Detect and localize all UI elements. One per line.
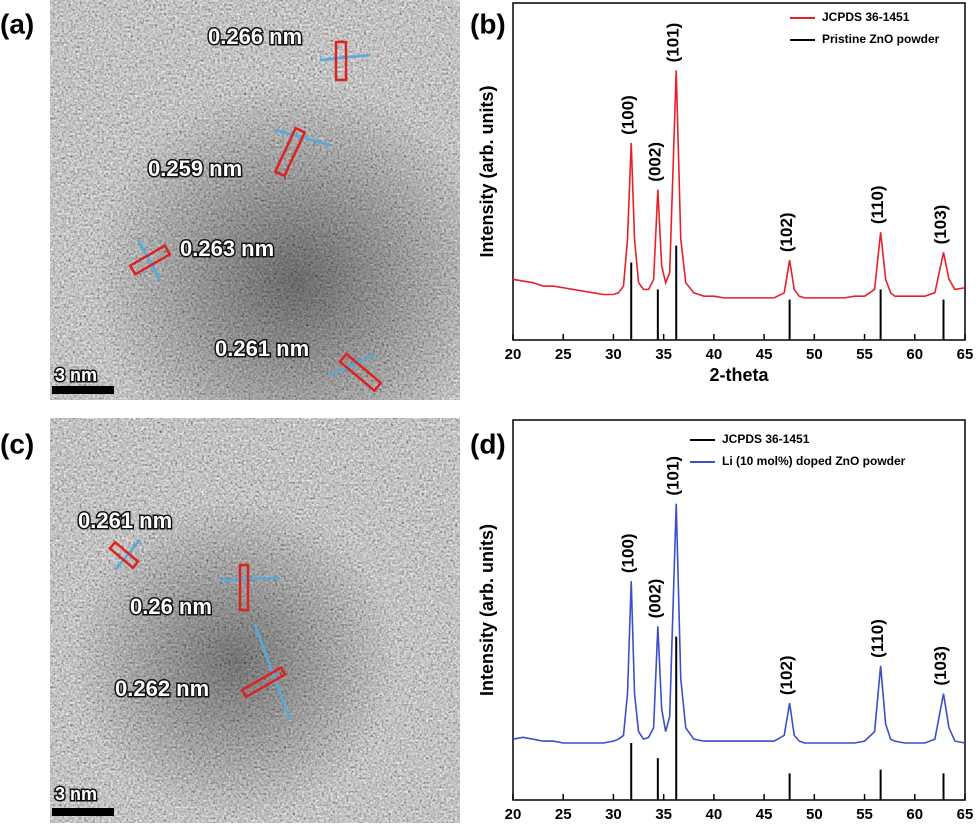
peak-label: (002) [645,579,664,619]
panel-label: (b) [470,8,506,39]
spacing-annotation: 0.262 nm [115,676,209,701]
x-tick-label: 45 [756,806,773,823]
spacing-annotation: 0.261 nm [215,336,309,361]
x-tick-label: 25 [555,806,572,823]
y-axis-label: Intensity (arb. units) [477,85,497,257]
peak-label: (101) [664,456,683,496]
legend-label: JCPDS 36-1451 [822,10,910,24]
tem-image-a [50,0,460,400]
x-tick-label: 65 [957,806,974,823]
x-tick-label: 50 [806,806,823,823]
x-tick-label: 20 [505,806,522,823]
panel-label: (d) [470,428,506,459]
x-tick-label: 25 [555,346,572,363]
x-tick-label: 55 [856,346,873,363]
peak-label: (102) [777,212,796,252]
x-tick-label: 35 [655,806,672,823]
legend-label: Li (10 mol%) doped ZnO powder [722,454,906,468]
x-tick-label: 30 [605,346,622,363]
x-tick-label: 45 [756,346,773,363]
x-tick-label: 30 [605,806,622,823]
spacing-annotation: 0.259 nm [148,156,242,181]
peak-label: (110) [868,619,887,658]
peak-label: (102) [777,655,796,695]
panel-label: (a) [0,8,34,39]
scale-bar-label: 3 nm [55,784,97,804]
x-axis-label: 2-theta [709,365,769,385]
x-tick-label: 60 [906,346,923,363]
xrd-curve [512,503,966,744]
plot-frame [512,2,966,341]
x-tick-label: 40 [706,806,723,823]
peak-label: (103) [931,205,950,245]
peak-label: (103) [931,646,950,686]
tem-image-c [50,418,460,823]
peak-label: (101) [664,23,683,63]
scale-bar-label: 3 nm [55,365,97,385]
legend-label: Pristine ZnO powder [822,32,940,46]
peak-label: (110) [868,185,887,224]
x-tick-label: 65 [957,346,974,363]
y-axis-label: Intensity (arb. units) [477,524,497,696]
peak-label: (100) [619,95,638,135]
x-tick-label: 60 [906,806,923,823]
peak-label: (100) [619,533,638,573]
spacing-annotation: 0.266 nm [208,24,302,49]
spacing-annotation: 0.26 nm [130,594,212,619]
x-tick-label: 20 [505,346,522,363]
x-tick-label: 50 [806,346,823,363]
plot-frame [512,419,966,801]
legend-label: JCPDS 36-1451 [722,432,810,446]
x-tick-label: 55 [856,806,873,823]
spacing-annotation: 0.263 nm [180,236,274,261]
x-tick-label: 40 [706,346,723,363]
x-tick-label: 35 [655,346,672,363]
spacing-annotation: 0.261 nm [78,508,172,533]
panel-label: (c) [0,428,34,459]
peak-label: (002) [645,142,664,182]
xrd-curve [512,70,966,299]
